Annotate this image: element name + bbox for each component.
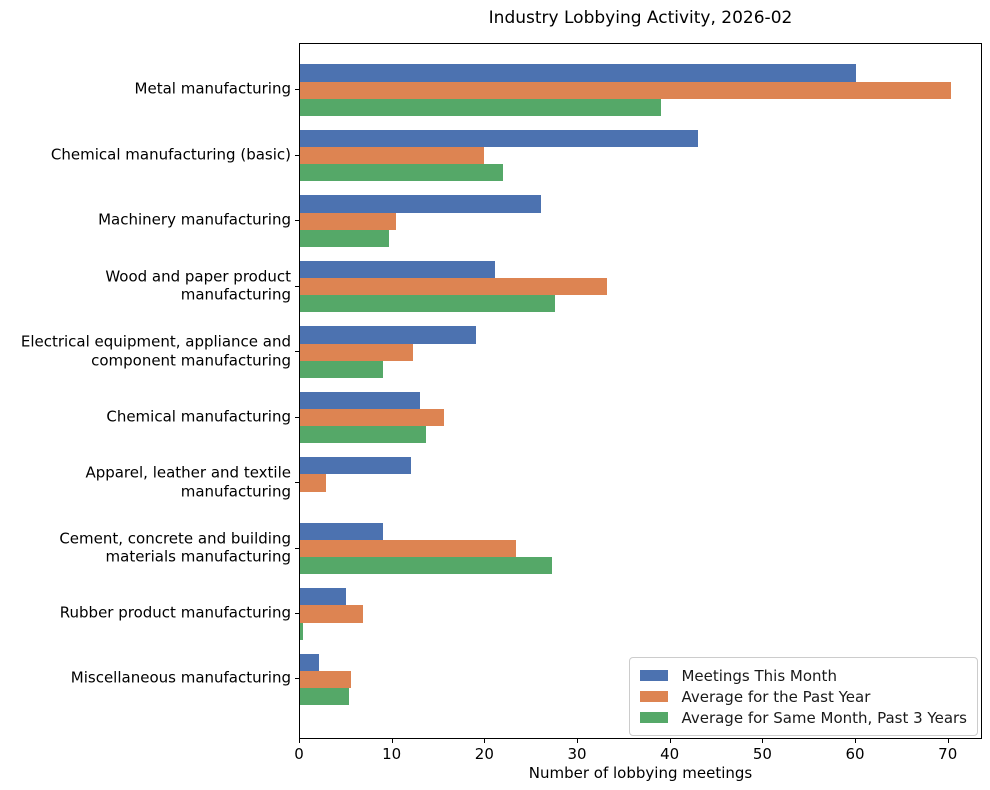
legend-label-average-for-same-month-past-3-years: Average for Same Month, Past 3 Years <box>681 708 967 727</box>
x-tick <box>299 739 300 743</box>
legend-label-average-for-the-past-year: Average for the Past Year <box>681 687 871 706</box>
bar-average-for-the-past-year-electrical-equipment-appliance-and-component-manufacturing <box>300 343 414 361</box>
x-tick <box>855 739 857 743</box>
bar-meetings-this-month-miscellaneous-manufacturing <box>300 653 319 671</box>
category-label-chemical-manufacturing-basic: Chemical manufacturing (basic) <box>50 145 291 164</box>
y-tick <box>295 678 299 680</box>
category-label-machinery-manufacturing: Machinery manufacturing <box>98 210 291 229</box>
y-tick <box>295 285 299 287</box>
category-label-miscellaneous-manufacturing: Miscellaneous manufacturing <box>70 669 291 688</box>
x-tick <box>762 739 764 743</box>
x-tick <box>484 739 486 743</box>
x-axis-title: Number of lobbying meetings <box>528 764 753 782</box>
legend-swatch-meetings-this-month <box>640 670 669 681</box>
legend-swatch-average-for-the-past-year <box>640 691 669 702</box>
bar-average-for-same-month-past-3-years-machinery-manufacturing <box>300 229 389 247</box>
bar-average-for-same-month-past-3-years-miscellaneous-manufacturing <box>300 688 350 706</box>
x-tick-label: 20 <box>474 745 494 763</box>
bar-average-for-same-month-past-3-years-cement-concrete-and-building-materials-manufacturing <box>300 557 553 575</box>
category-label-chemical-manufacturing: Chemical manufacturing <box>106 407 291 426</box>
legend-label-meetings-this-month: Meetings This Month <box>681 666 837 685</box>
legend-item-average-for-same-month-past-3-years: Average for Same Month, Past 3 Years <box>640 707 967 728</box>
bar-average-for-the-past-year-miscellaneous-manufacturing <box>300 670 351 689</box>
y-tick <box>295 351 299 353</box>
category-label-rubber-product-manufacturing: Rubber product manufacturing <box>59 603 291 622</box>
bar-meetings-this-month-wood-and-paper-product-manufacturing <box>300 260 495 279</box>
x-tick-label: 0 <box>294 745 304 763</box>
chart-title: Industry Lobbying Activity, 2026-02 <box>488 8 793 28</box>
bar-average-for-the-past-year-chemical-manufacturing-basic <box>300 147 485 165</box>
x-tick-label: 10 <box>382 745 402 763</box>
y-tick <box>295 416 299 418</box>
x-tick-label: 60 <box>845 745 865 763</box>
bar-meetings-this-month-metal-manufacturing <box>300 64 857 82</box>
y-tick <box>295 547 299 549</box>
y-tick <box>295 154 299 156</box>
bar-meetings-this-month-apparel-leather-and-textile-manufacturing <box>300 457 412 475</box>
x-tick-label: 50 <box>752 745 772 763</box>
bar-average-for-the-past-year-machinery-manufacturing <box>300 212 397 230</box>
bar-average-for-same-month-past-3-years-rubber-product-manufacturing <box>300 622 303 640</box>
bar-average-for-the-past-year-cement-concrete-and-building-materials-manufacturing <box>300 539 516 558</box>
bar-meetings-this-month-machinery-manufacturing <box>300 195 541 213</box>
x-tick-label: 70 <box>938 745 958 763</box>
category-label-electrical-equipment-appliance-and-component-manufacturing: Electrical equipment, appliance and comp… <box>20 332 291 370</box>
y-tick <box>295 612 299 614</box>
bar-average-for-same-month-past-3-years-chemical-manufacturing <box>300 426 427 444</box>
bar-average-for-same-month-past-3-years-wood-and-paper-product-manufacturing <box>300 295 555 313</box>
x-tick <box>947 739 949 743</box>
bar-meetings-this-month-chemical-manufacturing-basic <box>300 129 699 148</box>
x-tick <box>577 739 579 743</box>
x-tick-label: 30 <box>567 745 587 763</box>
plot-area <box>299 43 982 739</box>
legend-item-meetings-this-month: Meetings This Month <box>640 665 967 686</box>
y-tick <box>295 482 299 484</box>
x-tick-label: 40 <box>660 745 680 763</box>
bar-meetings-this-month-rubber-product-manufacturing <box>300 588 347 606</box>
category-label-cement-concrete-and-building-materials-manufacturing: Cement, concrete and building materials … <box>59 528 291 566</box>
legend: Meetings This Month Average for the Past … <box>629 657 978 736</box>
bar-meetings-this-month-electrical-equipment-appliance-and-component-manufacturing <box>300 326 477 344</box>
bar-average-for-the-past-year-rubber-product-manufacturing <box>300 605 364 623</box>
legend-swatch-average-for-same-month-past-3-years <box>640 712 669 723</box>
category-label-wood-and-paper-product-manufacturing: Wood and paper product manufacturing <box>105 266 291 304</box>
bar-meetings-this-month-chemical-manufacturing <box>300 391 421 409</box>
category-label-apparel-leather-and-textile-manufacturing: Apparel, leather and textile manufacturi… <box>85 463 291 501</box>
category-label-metal-manufacturing: Metal manufacturing <box>134 79 291 98</box>
legend-item-average-for-the-past-year: Average for the Past Year <box>640 686 967 707</box>
bar-average-for-the-past-year-wood-and-paper-product-manufacturing <box>300 278 607 296</box>
bar-average-for-the-past-year-apparel-leather-and-textile-manufacturing <box>300 474 326 492</box>
bar-average-for-the-past-year-metal-manufacturing <box>300 81 951 99</box>
y-tick <box>295 220 299 222</box>
bar-average-for-same-month-past-3-years-chemical-manufacturing-basic <box>300 164 503 182</box>
bar-meetings-this-month-cement-concrete-and-building-materials-manufacturing <box>300 522 384 540</box>
x-tick <box>391 739 393 743</box>
bar-average-for-the-past-year-chemical-manufacturing <box>300 409 444 427</box>
bar-average-for-same-month-past-3-years-electrical-equipment-appliance-and-component-manufacturing <box>300 360 384 378</box>
y-tick <box>295 89 299 91</box>
bar-average-for-same-month-past-3-years-metal-manufacturing <box>300 98 662 116</box>
x-tick <box>669 739 671 743</box>
